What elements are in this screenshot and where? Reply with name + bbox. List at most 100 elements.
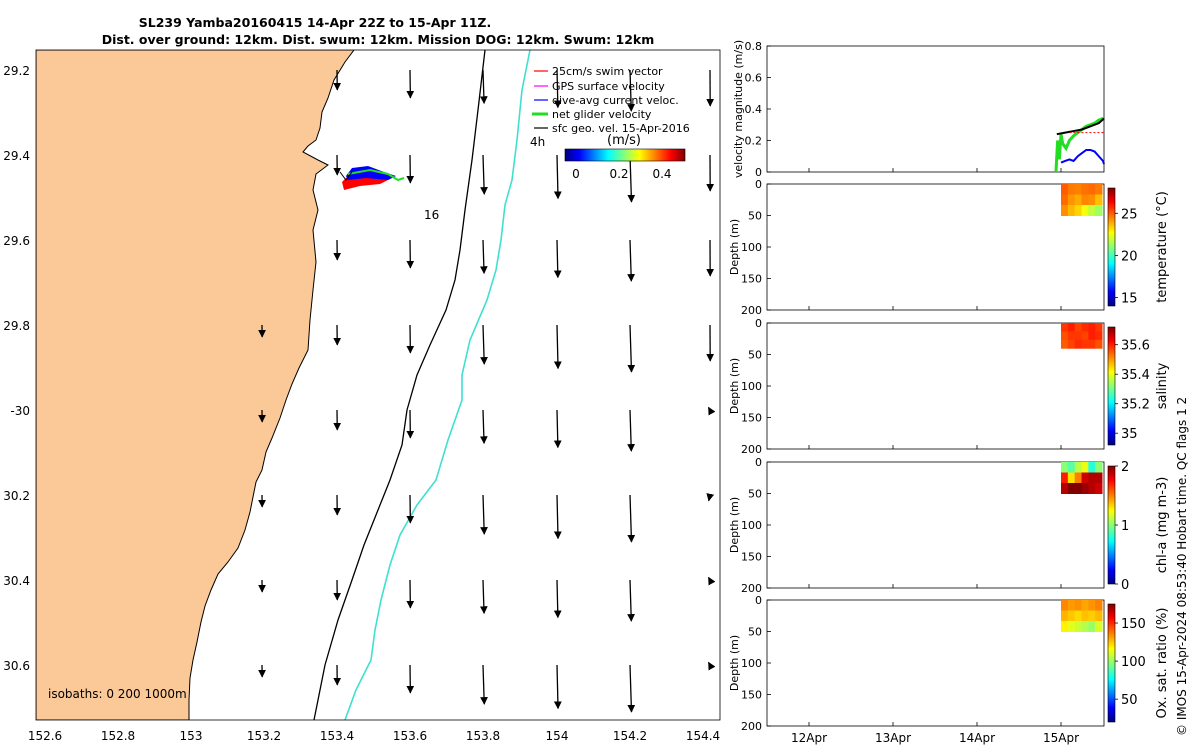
label-16: 16 xyxy=(424,208,439,222)
velocity-arrow xyxy=(480,324,488,365)
y-tick-label: 50 xyxy=(748,488,762,501)
heatmap-cell xyxy=(1088,621,1096,632)
heatmap-cell xyxy=(1081,184,1089,195)
heatmap-cell xyxy=(1061,621,1069,632)
heatmap-cell xyxy=(1061,483,1069,494)
velocity-arrow xyxy=(627,664,636,713)
heatmap-cell xyxy=(1088,472,1096,484)
velocity-arrow xyxy=(553,154,562,200)
heatmap-cell xyxy=(1081,339,1089,349)
legend-gps: GPS surface velocity xyxy=(552,80,665,93)
heatmap-cell xyxy=(1088,184,1096,195)
heatmap-cell xyxy=(1081,462,1089,473)
y-tick-label: 50 xyxy=(748,349,762,362)
series-line xyxy=(1060,148,1105,165)
map-y-ticks: 29.2 29.4 29.6 29.8 -30 30.2 30.4 30.6 xyxy=(3,64,30,673)
heatmap-cell xyxy=(1067,621,1076,632)
panel-frame xyxy=(766,45,1105,173)
footer-credit: © IMOS 15-Apr-2024 08:53:40 Hobart time.… xyxy=(1175,397,1189,736)
velocity-arrow xyxy=(627,494,636,543)
colorbar-tick-label: 20 xyxy=(1121,249,1138,264)
isobath-1000m xyxy=(313,50,486,720)
heatmap-cell xyxy=(1088,331,1096,341)
heatmap-cell xyxy=(1074,600,1082,611)
map-frame xyxy=(35,49,721,721)
title-line-2: Dist. over ground: 12km. Dist. swum: 12k… xyxy=(102,32,655,47)
colorbar-tick-label: 35.6 xyxy=(1121,339,1150,354)
legend-net: net glider velocity xyxy=(552,108,652,121)
heatmap-cell xyxy=(1095,472,1103,484)
heatmap-cell xyxy=(1067,184,1076,195)
map-legend: 25cm/s swim vector GPS surface velocity … xyxy=(532,65,690,135)
colorbar-tick-label: 35 xyxy=(1121,427,1138,442)
time-tick: 15Apr xyxy=(1043,731,1079,745)
heatmap-cell xyxy=(1081,610,1089,622)
heatmap-cell xyxy=(1067,339,1076,349)
map-xtick: 153 xyxy=(180,729,203,743)
map-ytick: 29.8 xyxy=(3,319,30,333)
glider-track-black xyxy=(339,171,353,181)
velocity-arrow xyxy=(627,69,635,112)
heatmap-cell xyxy=(1067,600,1076,611)
map-ytick: 30.2 xyxy=(3,489,30,503)
glider-track xyxy=(339,166,405,190)
velocity-arrow xyxy=(480,664,488,705)
heatmap-cell xyxy=(1067,472,1076,484)
heatmap-cell xyxy=(1061,462,1069,473)
colorbar-tick-label: 1 xyxy=(1121,519,1129,534)
velocity-arrow xyxy=(553,324,562,370)
y-tick-label: 100 xyxy=(741,657,762,670)
y-tick-label: 100 xyxy=(741,380,762,393)
map-panel: 4h 16 isobaths: 0 200 1000m xyxy=(36,50,720,720)
heatmap-cell xyxy=(1088,323,1096,332)
y-tick-label: 0.8 xyxy=(745,40,763,53)
heatmap-cell xyxy=(1061,331,1069,341)
map-xtick: 152.6 xyxy=(28,729,62,743)
glider-track-blue xyxy=(346,166,396,180)
y-axis-label: Depth (m) xyxy=(728,497,741,553)
glider-track-green xyxy=(347,168,405,182)
heatmap-cell xyxy=(1061,194,1069,206)
heatmap-cell xyxy=(1067,194,1076,206)
heatmap-cell xyxy=(1088,462,1096,473)
series-line xyxy=(1054,116,1104,173)
velocity-arrow xyxy=(627,409,635,452)
heatmap-cell xyxy=(1088,483,1096,494)
map-xtick: 154 xyxy=(546,729,569,743)
y-tick-label: 150 xyxy=(741,551,762,564)
map-xtick: 152.8 xyxy=(101,729,135,743)
map-ytick: 29.2 xyxy=(3,64,30,78)
legend-diveavg: dive-avg current veloc. xyxy=(552,94,679,107)
heatmap-cell xyxy=(1061,600,1069,611)
speed-tick-2: 0.4 xyxy=(652,167,671,181)
heatmap-cell xyxy=(1095,205,1103,216)
heatmap-cell xyxy=(1074,184,1082,195)
heatmap-cell xyxy=(1067,483,1076,494)
colorbar-tick-label: 150 xyxy=(1121,617,1146,632)
heatmap-cell xyxy=(1088,610,1096,622)
heatmap-cell xyxy=(1074,472,1082,484)
heatmap-cell xyxy=(1081,483,1089,494)
heatmap-cell xyxy=(1081,621,1089,632)
velocity-arrow xyxy=(479,239,488,275)
colorbar-tick-label: 15 xyxy=(1121,292,1138,307)
velocity-arrow xyxy=(627,154,636,203)
map-xtick: 153.6 xyxy=(393,729,427,743)
colorbar xyxy=(1107,187,1116,307)
legend-swim: 25cm/s swim vector xyxy=(552,65,663,78)
heatmap-cell xyxy=(1095,610,1103,622)
velocity-arrow xyxy=(553,239,562,279)
heatmap-cell xyxy=(1061,339,1069,349)
y-axis-label: velocity magnitude (m/s) xyxy=(732,40,745,178)
velocity-arrow xyxy=(553,494,562,540)
heatmap-cell xyxy=(1074,194,1082,206)
heatmap-cell xyxy=(1081,472,1089,484)
velocity-arrow xyxy=(707,576,716,586)
velocity-arrow xyxy=(627,239,635,282)
map-xtick: 154.4 xyxy=(686,729,720,743)
colorbar-label: Ox. sat. ratio (%) xyxy=(1155,608,1170,719)
heatmap-cell xyxy=(1061,205,1069,216)
speed-tick-1: 0.2 xyxy=(609,167,628,181)
heatmap-cell xyxy=(1088,194,1096,206)
colorbar-tick-label: 35.2 xyxy=(1121,398,1150,413)
